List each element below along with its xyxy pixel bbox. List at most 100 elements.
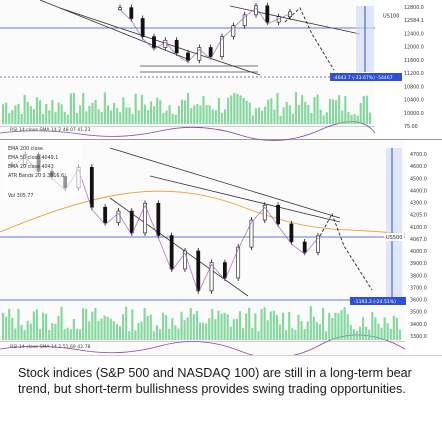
top-volume-bar bbox=[325, 112, 328, 124]
top-volume-bar bbox=[353, 114, 356, 124]
bottom-volume-bar bbox=[300, 321, 303, 340]
top-volume-bar bbox=[66, 114, 69, 124]
bottom-volume-bar bbox=[51, 323, 54, 340]
top-volume-bar bbox=[177, 106, 180, 124]
top-volume-bar bbox=[341, 110, 344, 124]
legend-item-atr: ATR Bands 20 2 3816.6 bbox=[8, 173, 64, 179]
bottom-tick-label: 3800.0 bbox=[410, 273, 427, 279]
top-volume-bar bbox=[174, 114, 177, 124]
top-price-axis: 12800.0 12584.1 12400.0 12000.0 11600.0 11200… bbox=[404, 5, 424, 130]
top-volume-bar bbox=[193, 105, 196, 124]
bottom-candle bbox=[183, 250, 187, 270]
top-volume-bar bbox=[205, 105, 208, 124]
top-tick-label: 12584.1 bbox=[404, 18, 424, 24]
top-volume-bar bbox=[8, 113, 11, 124]
bottom-candle bbox=[276, 204, 280, 225]
bottom-volume-bar bbox=[223, 312, 226, 340]
top-volume-bar bbox=[276, 93, 279, 124]
top-volume-bar bbox=[171, 113, 174, 124]
bottom-volume-bar bbox=[349, 325, 352, 340]
bottom-volume-bar bbox=[392, 315, 395, 340]
bottom-candle bbox=[302, 241, 307, 253]
top-volume-bar bbox=[168, 105, 171, 124]
bottom-volume-bar bbox=[248, 307, 251, 340]
bottom-volume-bar bbox=[355, 330, 358, 340]
bottom-volume-bar bbox=[312, 316, 315, 340]
top-candle bbox=[174, 39, 179, 54]
bottom-volume-bar bbox=[260, 309, 263, 340]
top-candle bbox=[220, 36, 224, 57]
top-volume-bar bbox=[211, 109, 214, 124]
bottom-volume-bar bbox=[165, 315, 168, 340]
bottom-volume-bar bbox=[331, 317, 334, 340]
bottom-tick-label: 4500.0 bbox=[410, 176, 427, 182]
bottom-tick-label: 3300.0 bbox=[410, 334, 427, 340]
bottom-volume-bar bbox=[23, 330, 26, 340]
top-volume-bar bbox=[344, 96, 347, 124]
bottom-price-axis: 4700.0 4600.0 4500.0 4400.0 4300.0 4205.0 4100… bbox=[410, 152, 427, 340]
bottom-volume-bar bbox=[343, 307, 346, 340]
bottom-rsi-label: RSI 14 close SMA 14 2 51.69 42.78 bbox=[10, 344, 91, 350]
top-volume-bar bbox=[347, 111, 350, 124]
top-volume-bar bbox=[131, 114, 134, 124]
bottom-target-box bbox=[350, 297, 406, 305]
bottom-tick-label: 4067.0 bbox=[410, 237, 427, 243]
top-volume-bar bbox=[362, 96, 365, 124]
bottom-volume-bar bbox=[17, 308, 20, 340]
top-volume-bar bbox=[288, 105, 291, 124]
bottom-volume-bar bbox=[362, 317, 365, 340]
bottom-volume-bar bbox=[235, 318, 238, 340]
top-volume-bar bbox=[113, 102, 116, 124]
top-target-box-label: -4643.7 (-33.67%) -54467 bbox=[333, 75, 393, 81]
bottom-volume-bar bbox=[63, 329, 66, 340]
legend-item-ema200: EMA 200 close bbox=[8, 146, 43, 152]
bottom-volume-bar bbox=[143, 308, 146, 340]
bottom-volume-bar bbox=[358, 326, 362, 340]
bottom-volume-bar bbox=[374, 317, 377, 340]
bottom-volume-bar bbox=[14, 328, 17, 340]
top-volume-bar bbox=[122, 97, 125, 124]
top-volume-bar bbox=[60, 104, 63, 124]
bottom-volume-bar bbox=[11, 317, 14, 340]
top-volume-bar bbox=[199, 105, 202, 124]
top-volume-bars bbox=[2, 92, 372, 124]
bottom-volume-bar bbox=[20, 325, 23, 340]
bottom-volume-bar bbox=[122, 314, 125, 340]
top-volume-bar bbox=[365, 95, 368, 124]
legend-item-ema20: EMA 20 close 4043 bbox=[8, 164, 54, 170]
bottom-candle bbox=[209, 262, 214, 292]
bottom-tick-label: 4205.0 bbox=[410, 213, 427, 219]
bottom-volume-bar bbox=[318, 324, 322, 340]
top-volume-bar bbox=[208, 105, 211, 124]
bottom-candle bbox=[289, 223, 294, 243]
top-volume-bar bbox=[39, 100, 42, 124]
bottom-volume-bar bbox=[368, 329, 371, 340]
top-volume-bar bbox=[143, 104, 146, 124]
top-volume-bar bbox=[230, 95, 233, 124]
bottom-volume-bar bbox=[42, 312, 45, 340]
top-projection-arrow bbox=[284, 7, 335, 71]
bottom-volume-bar bbox=[171, 318, 174, 340]
bottom-volume-bar bbox=[72, 319, 75, 340]
top-volume-bar bbox=[236, 93, 239, 124]
top-volume-bar bbox=[227, 97, 230, 124]
top-volume-bar bbox=[301, 95, 304, 124]
top-tick-label: 12800.0 bbox=[404, 5, 424, 11]
bottom-volume-bar bbox=[288, 312, 291, 340]
top-volume-bar bbox=[23, 94, 26, 124]
top-volume-bar bbox=[94, 99, 97, 124]
bottom-candle bbox=[103, 206, 108, 223]
top-volume-bar bbox=[322, 115, 325, 124]
top-volume-bar bbox=[257, 107, 261, 124]
top-volume-bar bbox=[128, 107, 131, 124]
top-volume-bar bbox=[156, 97, 159, 124]
bottom-volume-bar bbox=[303, 328, 306, 340]
bottom-volume-bar bbox=[266, 320, 269, 340]
bottom-ema-curve bbox=[0, 190, 406, 235]
bottom-volume-bar bbox=[155, 325, 158, 340]
bottom-volume-bar bbox=[54, 323, 57, 340]
top-tick-label: 12400.0 bbox=[404, 31, 424, 37]
bottom-tick-label: 3400.0 bbox=[410, 322, 427, 328]
bottom-tick-label: 3900.0 bbox=[410, 261, 427, 267]
